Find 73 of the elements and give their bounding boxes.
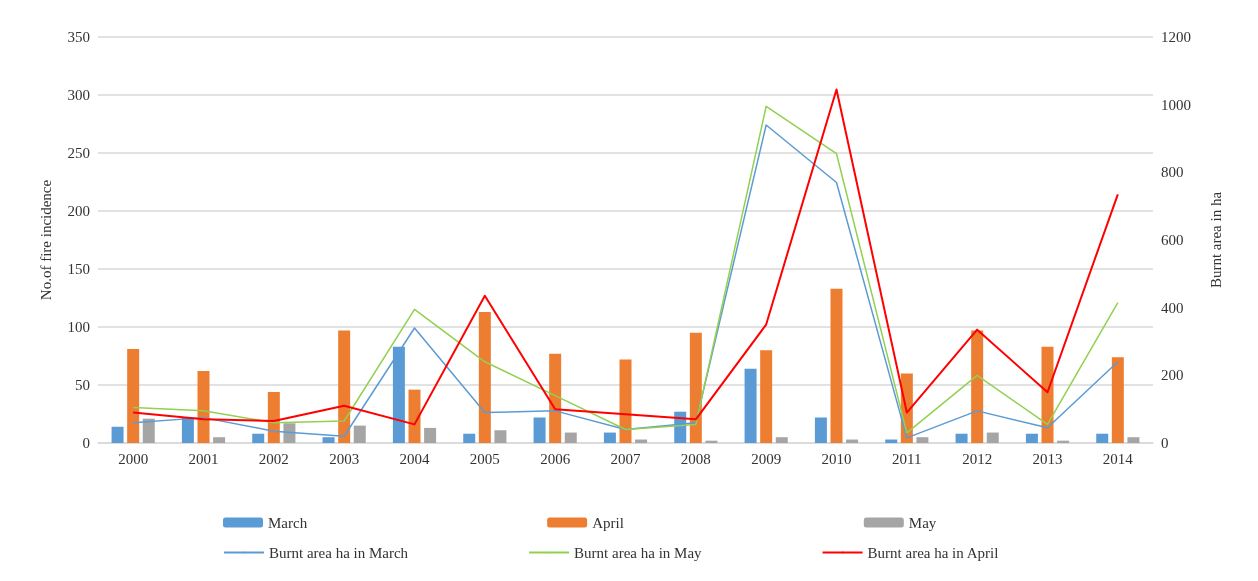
bar	[267, 391, 280, 443]
bar	[408, 389, 421, 443]
bar	[916, 437, 929, 443]
legend-label: April	[592, 514, 624, 531]
x-tick-label: 2010	[821, 450, 852, 467]
y2-tick-label: 800	[1161, 164, 1184, 181]
legend-label: May	[908, 514, 937, 531]
y-tick-label: 100	[67, 319, 90, 335]
bar	[619, 359, 632, 443]
bar	[127, 349, 140, 443]
x-tick-label: 2014	[1102, 450, 1134, 467]
x-tick-label: 2009	[751, 450, 782, 467]
bar	[494, 430, 507, 443]
x-tick-label: 2012	[962, 450, 993, 467]
y2-tick-label: 1200	[1161, 29, 1191, 45]
x-tick-label: 2000	[118, 450, 149, 467]
x-tick-label: 2013	[1032, 450, 1063, 467]
bar	[424, 427, 437, 443]
x-tick-label: 2004	[399, 450, 430, 467]
y-axis-title: No.of fire incidence	[37, 179, 54, 301]
bar	[478, 311, 491, 443]
x-tick-label: 2001	[188, 450, 219, 467]
bar	[111, 426, 124, 443]
y-tick-label: 300	[67, 87, 90, 103]
x-tick-label: 2005	[469, 450, 500, 467]
bar	[549, 353, 562, 443]
bar	[760, 350, 773, 443]
legend-label: Burnt area ha in April	[867, 544, 999, 561]
x-tick-label: 2002	[258, 450, 289, 467]
bar	[197, 371, 210, 443]
bar	[814, 417, 827, 443]
y2-tick-label: 400	[1161, 299, 1184, 316]
y-tick-label: 250	[67, 145, 90, 161]
bar	[1025, 433, 1038, 443]
bar	[353, 425, 366, 443]
bar	[463, 433, 476, 443]
y-tick-label: 0	[82, 435, 90, 451]
bar	[830, 288, 843, 443]
x-tick-label: 2006	[540, 450, 571, 467]
y2-axis-title: Burnt area in ha	[1207, 191, 1224, 289]
bar	[986, 432, 999, 443]
y2-tick-label: 200	[1161, 367, 1184, 384]
x-tick-label: 2007	[610, 450, 641, 467]
y2-tick-label: 600	[1161, 232, 1184, 248]
bar	[533, 417, 546, 443]
bar	[1111, 357, 1124, 443]
bar	[603, 432, 616, 443]
bar	[283, 423, 296, 443]
bar	[775, 437, 788, 443]
bar	[1127, 437, 1140, 443]
bar	[213, 437, 226, 443]
bar	[955, 433, 968, 443]
legend-label: Burnt area ha in May	[574, 544, 703, 561]
bar	[338, 330, 351, 443]
bar	[689, 332, 702, 443]
y-tick-label: 150	[67, 261, 90, 277]
legend-label: Burnt area ha in March	[269, 544, 409, 561]
bar	[744, 368, 757, 443]
y-tick-label: 50	[75, 377, 90, 393]
bar	[1096, 433, 1109, 443]
bar	[564, 432, 577, 443]
y-tick-label: 200	[67, 203, 90, 219]
bar	[252, 433, 265, 443]
x-tick-label: 2003	[329, 450, 360, 467]
bar	[1041, 346, 1054, 443]
y-tick-label: 350	[67, 29, 90, 45]
y2-tick-label: 1000	[1161, 96, 1191, 113]
legend-label: March	[268, 514, 308, 531]
y2-tick-label: 0	[1161, 435, 1169, 451]
bar	[971, 330, 984, 443]
bar	[142, 418, 155, 443]
x-tick-label: 2008	[680, 450, 711, 467]
x-tick-label: 2011	[892, 450, 922, 467]
